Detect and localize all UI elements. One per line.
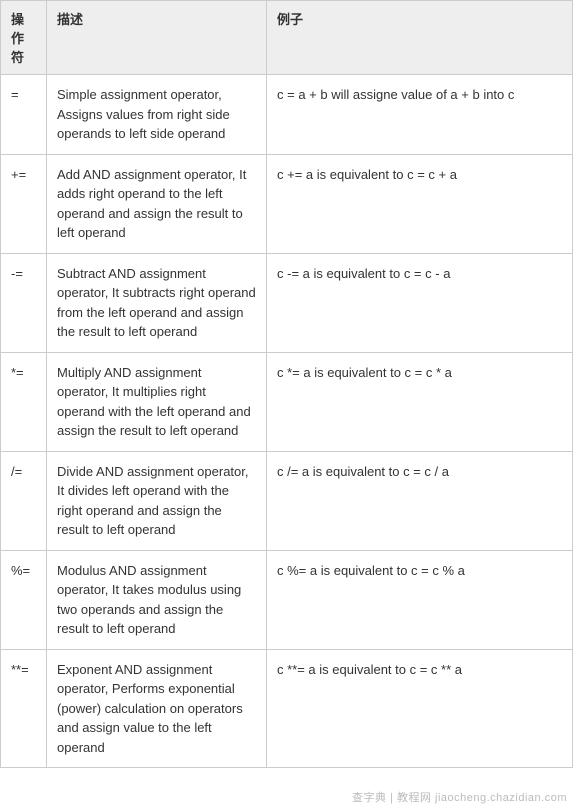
cell-operator: %= xyxy=(1,550,47,649)
table-row: *= Multiply AND assignment operator, It … xyxy=(1,352,573,451)
cell-description: Exponent AND assignment operator, Perfor… xyxy=(47,649,267,768)
cell-operator: **= xyxy=(1,649,47,768)
cell-description: Multiply AND assignment operator, It mul… xyxy=(47,352,267,451)
table-row: /= Divide AND assignment operator, It di… xyxy=(1,451,573,550)
header-description: 描述 xyxy=(47,1,267,75)
table-row: %= Modulus AND assignment operator, It t… xyxy=(1,550,573,649)
cell-operator: += xyxy=(1,154,47,253)
cell-example: c *= a is equivalent to c = c * a xyxy=(267,352,573,451)
cell-example: c **= a is equivalent to c = c ** a xyxy=(267,649,573,768)
table-row: += Add AND assignment operator, It adds … xyxy=(1,154,573,253)
cell-description: Simple assignment operator, Assigns valu… xyxy=(47,75,267,155)
watermark: 查字典 | 教程网 jiaocheng.chazidian.com xyxy=(352,789,567,805)
assignment-operators-table: 操作符 描述 例子 = Simple assignment operator, … xyxy=(0,0,573,768)
cell-operator: = xyxy=(1,75,47,155)
cell-operator: -= xyxy=(1,253,47,352)
table-row: -= Subtract AND assignment operator, It … xyxy=(1,253,573,352)
cell-operator: *= xyxy=(1,352,47,451)
cell-example: c += a is equivalent to c = c + a xyxy=(267,154,573,253)
table-row: = Simple assignment operator, Assigns va… xyxy=(1,75,573,155)
cell-example: c %= a is equivalent to c = c % a xyxy=(267,550,573,649)
cell-description: Divide AND assignment operator, It divid… xyxy=(47,451,267,550)
cell-description: Subtract AND assignment operator, It sub… xyxy=(47,253,267,352)
table-row: **= Exponent AND assignment operator, Pe… xyxy=(1,649,573,768)
cell-description: Add AND assignment operator, It adds rig… xyxy=(47,154,267,253)
header-operator: 操作符 xyxy=(1,1,47,75)
header-example: 例子 xyxy=(267,1,573,75)
table-header-row: 操作符 描述 例子 xyxy=(1,1,573,75)
cell-operator: /= xyxy=(1,451,47,550)
cell-example: c = a + b will assigne value of a + b in… xyxy=(267,75,573,155)
cell-example: c -= a is equivalent to c = c - a xyxy=(267,253,573,352)
cell-description: Modulus AND assignment operator, It take… xyxy=(47,550,267,649)
cell-example: c /= a is equivalent to c = c / a xyxy=(267,451,573,550)
